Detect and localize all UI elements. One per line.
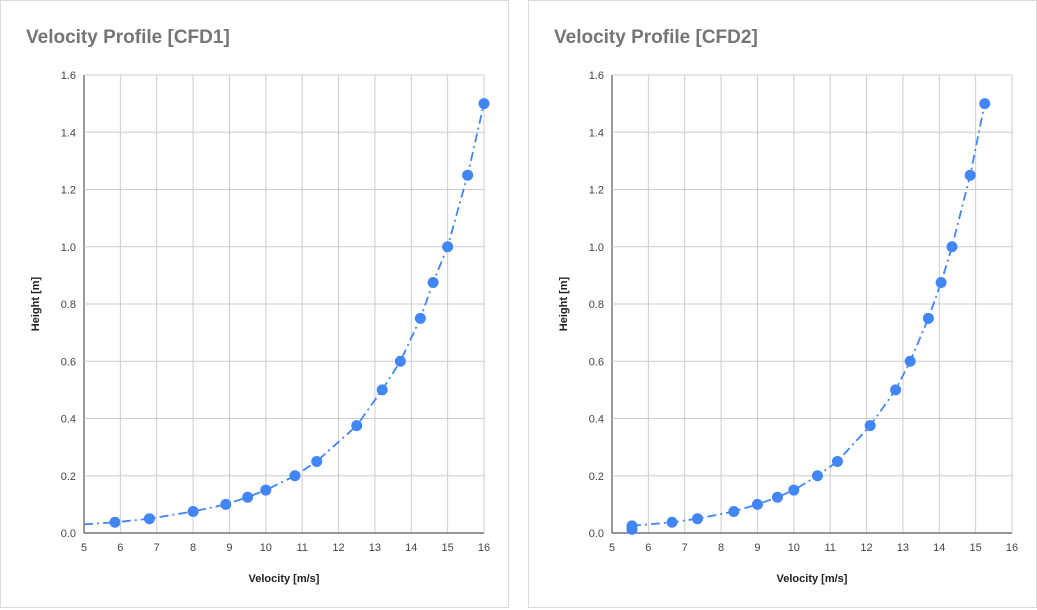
data-point: [864, 420, 876, 432]
x-tick-label: 13: [897, 542, 909, 554]
data-point: [831, 455, 843, 467]
data-point: [220, 498, 232, 510]
data-point: [109, 516, 121, 528]
y-tick-label: 0.2: [61, 471, 76, 483]
trendline: [631, 103, 986, 527]
y-tick-label: 1.0: [589, 242, 604, 254]
x-tick-label: 9: [754, 542, 760, 554]
data-point: [788, 484, 800, 496]
data-point: [442, 241, 454, 253]
data-point: [922, 312, 934, 324]
y-tick-label: 0.2: [589, 471, 604, 483]
y-tick-label: 0.8: [61, 299, 76, 311]
data-point: [427, 277, 439, 289]
data-point: [311, 455, 323, 467]
x-tick-label: 8: [718, 542, 724, 554]
x-tick-label: 6: [645, 542, 651, 554]
data-point: [890, 384, 902, 396]
x-tick-label: 9: [226, 542, 232, 554]
data-point: [691, 513, 703, 525]
data-point: [376, 384, 388, 396]
y-tick-label: 1.6: [589, 70, 604, 82]
data-point: [242, 491, 254, 503]
data-point: [946, 241, 958, 253]
x-tick-label: 14: [405, 542, 417, 554]
data-point: [728, 506, 740, 518]
data-point: [414, 312, 426, 324]
x-tick-label: 10: [260, 542, 272, 554]
data-point: [260, 484, 272, 496]
data-point: [626, 520, 638, 532]
data-point: [143, 513, 155, 525]
x-axis-title: Velocity [m/s]: [777, 573, 848, 585]
y-tick-label: 0.8: [589, 299, 604, 311]
y-tick-label: 1.4: [589, 127, 604, 139]
x-tick-label: 16: [478, 542, 490, 554]
y-tick-label: 1.0: [61, 242, 76, 254]
data-point: [351, 420, 363, 432]
x-tick-label: 16: [1006, 542, 1018, 554]
y-tick-label: 0.6: [61, 356, 76, 368]
x-tick-label: 15: [442, 542, 454, 554]
velocity-profile-chart: 5 6 7 8 9 10 11 12 13 14 15 16 0.0 0.2 0.4 0.6 0.8 1.0 1.2…: [30, 70, 490, 585]
y-tick-label: 1.6: [61, 70, 76, 82]
x-tick-label: 5: [81, 542, 87, 554]
y-tick-label: 1.4: [61, 127, 76, 139]
x-tick-label: 15: [970, 542, 982, 554]
y-tick-label: 0.0: [61, 528, 76, 540]
chart-panel-cfd2: Velocity Profile [CFD2] 5 6 7 8 9 10 11 12 13 14 1…: [528, 0, 1037, 608]
data-point: [289, 470, 301, 482]
data-point: [478, 98, 490, 110]
x-tick-label: 8: [190, 542, 196, 554]
x-tick-label: 12: [860, 542, 872, 554]
y-tick-label: 1.2: [61, 185, 76, 197]
x-axis-title: Velocity [m/s]: [249, 573, 320, 585]
data-point: [751, 498, 763, 510]
data-point: [904, 355, 916, 367]
x-tick-label: 7: [154, 542, 160, 554]
y-tick-label: 1.2: [589, 185, 604, 197]
chart-panel-cfd1: Velocity Profile [CFD1] 5 6 7 8 9 10 11 12 13 14 1…: [0, 0, 509, 608]
y-tick-label: 0.6: [589, 356, 604, 368]
data-point: [771, 491, 783, 503]
chart-title: Velocity Profile [CFD1]: [26, 27, 230, 48]
data-point: [935, 277, 947, 289]
data-point: [964, 169, 976, 181]
y-axis-title: Height [m]: [558, 276, 570, 331]
y-tick-label: 0.4: [589, 414, 604, 426]
data-point: [394, 355, 406, 367]
x-tick-label: 14: [933, 542, 945, 554]
x-tick-label: 13: [369, 542, 381, 554]
data-point: [666, 516, 678, 528]
x-tick-label: 11: [824, 542, 835, 554]
data-point: [187, 506, 199, 518]
y-tick-label: 0.0: [589, 528, 604, 540]
x-tick-label: 10: [788, 542, 800, 554]
data-point: [979, 98, 991, 110]
x-tick-label: 7: [682, 542, 688, 554]
chart-title: Velocity Profile [CFD2]: [554, 27, 758, 48]
x-tick-label: 5: [609, 542, 615, 554]
x-tick-label: 11: [296, 542, 307, 554]
y-tick-label: 0.4: [61, 414, 76, 426]
trendline: [83, 103, 485, 526]
velocity-profile-chart: 5 6 7 8 9 10 11 12 13 14 15 16 0.0 0.2 0.4 0.6 0.8 1.0 1.2…: [558, 70, 1018, 585]
x-tick-label: 12: [332, 542, 344, 554]
data-point: [462, 169, 474, 181]
data-point: [811, 470, 823, 482]
y-axis-title: Height [m]: [30, 276, 42, 331]
x-tick-label: 6: [117, 542, 123, 554]
